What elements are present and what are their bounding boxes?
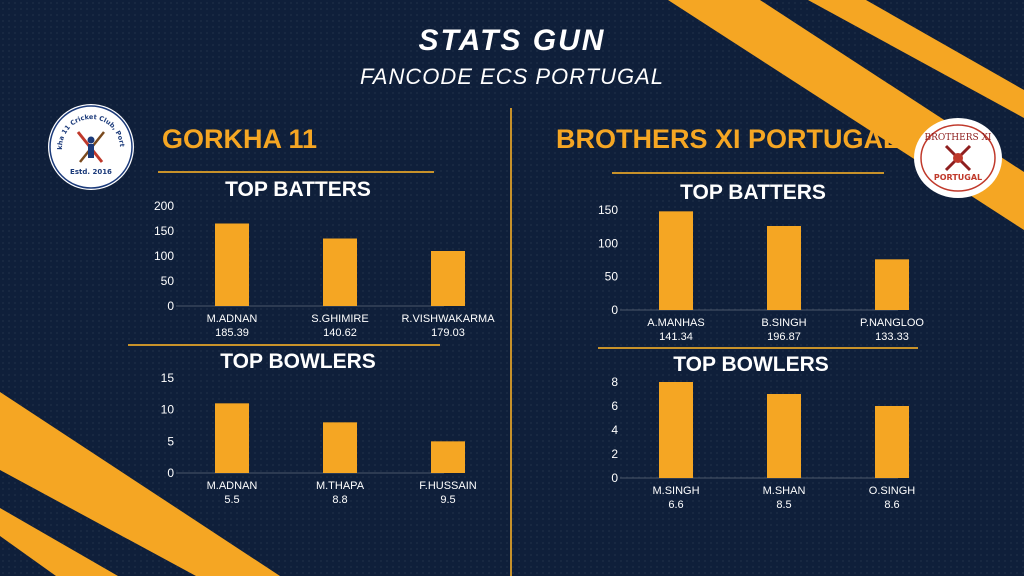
category-sub-label: 141.34 <box>659 331 693 343</box>
bar <box>323 238 357 306</box>
y-tick-label: 200 <box>154 199 174 213</box>
y-tick-label: 0 <box>167 299 174 313</box>
bar <box>431 251 465 306</box>
bar-chart-svg: 0 50 100 150 200 M.ADNAN 185.39 S.GHIMIRE 140.62… <box>154 199 495 339</box>
team1-name: GORKHA 11 <box>162 124 318 154</box>
category-sub-label: 185.39 <box>215 327 249 339</box>
team2-underline <box>612 172 884 174</box>
y-tick-label: 10 <box>161 403 175 417</box>
gorkha-logo: Gorkha 11 Cricket Club, Portugal Estd. 2… <box>45 98 134 190</box>
category-sub-label: 8.8 <box>332 494 347 506</box>
category-label: P.NANGLOO <box>860 317 924 329</box>
y-tick-label: 8 <box>611 375 618 389</box>
stripe-top-right-2 <box>808 0 1024 118</box>
y-tick-label: 100 <box>598 236 618 250</box>
bar-chart-svg: 0 2 4 6 8 M.SINGH 6.6 M.SHAN 8.5 O.SINGH 8.6 <box>611 375 915 511</box>
y-tick-label: 100 <box>154 249 174 263</box>
y-tick-label: 15 <box>161 371 175 385</box>
category-label: M.SINGH <box>652 485 699 497</box>
center-divider <box>510 108 512 576</box>
stripe-bottom-left-2 <box>0 508 118 576</box>
category-sub-label: 179.03 <box>431 327 465 339</box>
gorkha-logo-text-bottom: Estd. 2016 <box>70 168 112 176</box>
category-sub-label: 9.5 <box>440 494 455 506</box>
brothers-logo-text-top: BROTHERS XI <box>925 133 992 143</box>
category-label: B.SINGH <box>761 317 806 329</box>
category-label: A.MANHAS <box>647 317 704 329</box>
bar <box>323 422 357 473</box>
category-sub-label: 5.5 <box>224 494 239 506</box>
bar <box>431 441 465 473</box>
bar <box>767 394 801 478</box>
category-label: M.ADNAN <box>207 480 258 492</box>
bar <box>659 211 693 310</box>
category-label: O.SINGH <box>869 485 916 497</box>
y-tick-label: 0 <box>611 303 618 317</box>
category-label: M.SHAN <box>763 485 806 497</box>
category-sub-label: 133.33 <box>875 331 909 343</box>
y-tick-label: 50 <box>605 270 619 284</box>
y-tick-label: 150 <box>154 224 174 238</box>
team1-bowlers-title: TOP BOWLERS <box>220 350 376 373</box>
team2-name: BROTHERS XI PORTUGAL <box>556 124 900 154</box>
category-sub-label: 8.5 <box>776 499 791 511</box>
team1-batters-title: TOP BATTERS <box>225 178 371 201</box>
category-label: M.THAPA <box>316 480 365 492</box>
y-tick-label: 5 <box>167 434 174 448</box>
page-subtitle: FANCODE ECS PORTUGAL <box>359 64 664 89</box>
team2-bowlers-title: TOP BOWLERS <box>673 353 829 376</box>
brothers-logo: BROTHERS XI PORTUGAL <box>914 118 1002 198</box>
team2-section-divider <box>598 347 918 349</box>
category-label: S.GHIMIRE <box>311 313 368 325</box>
bar-chart-svg: 0 50 100 150 A.MANHAS 141.34 B.SINGH 196.87 P.NA… <box>598 203 924 343</box>
category-sub-label: 140.62 <box>323 327 357 339</box>
y-tick-label: 0 <box>611 471 618 485</box>
bar-chart-svg: 0 5 10 15 M.ADNAN 5.5 M.THAPA 8.8 F.HUSSAIN 9.5 <box>161 371 477 506</box>
team2-bowlers-chart: 0 2 4 6 8 M.SINGH 6.6 M.SHAN 8.5 O.SINGH 8.6 <box>574 374 915 519</box>
y-tick-label: 150 <box>598 203 618 217</box>
y-tick-label: 2 <box>611 447 618 461</box>
team1-underline <box>158 171 434 173</box>
team2-batters-chart: 0 50 100 150 A.MANHAS 141.34 B.SINGH 196.87 P.NA… <box>574 202 924 351</box>
team2-batters-title: TOP BATTERS <box>680 181 826 204</box>
stripe-bottom-left-1 <box>0 392 280 576</box>
team1-section-divider <box>128 344 440 346</box>
category-sub-label: 6.6 <box>668 499 683 511</box>
category-sub-label: 8.6 <box>884 499 899 511</box>
category-label: M.ADNAN <box>207 313 258 325</box>
y-tick-label: 4 <box>611 423 618 437</box>
y-tick-label: 0 <box>167 466 174 480</box>
bar <box>767 226 801 310</box>
bar <box>215 223 249 306</box>
y-tick-label: 6 <box>611 399 618 413</box>
bar <box>875 406 909 478</box>
team1-batters-chart: 0 50 100 150 200 M.ADNAN 185.39 S.GHIMIRE 140.62… <box>130 198 495 347</box>
category-sub-label: 196.87 <box>767 331 801 343</box>
bar <box>215 403 249 473</box>
brothers-logo-text-bottom: PORTUGAL <box>934 173 982 182</box>
category-label: F.HUSSAIN <box>419 480 477 492</box>
bar <box>875 259 909 310</box>
category-label: R.VISHWAKARMA <box>401 313 495 325</box>
bar <box>659 382 693 478</box>
page-title: STATS GUN <box>418 24 606 57</box>
team1-bowlers-chart: 0 5 10 15 M.ADNAN 5.5 M.THAPA 8.8 F.HUSSAIN 9.5 <box>130 370 477 514</box>
y-tick-label: 50 <box>161 274 175 288</box>
